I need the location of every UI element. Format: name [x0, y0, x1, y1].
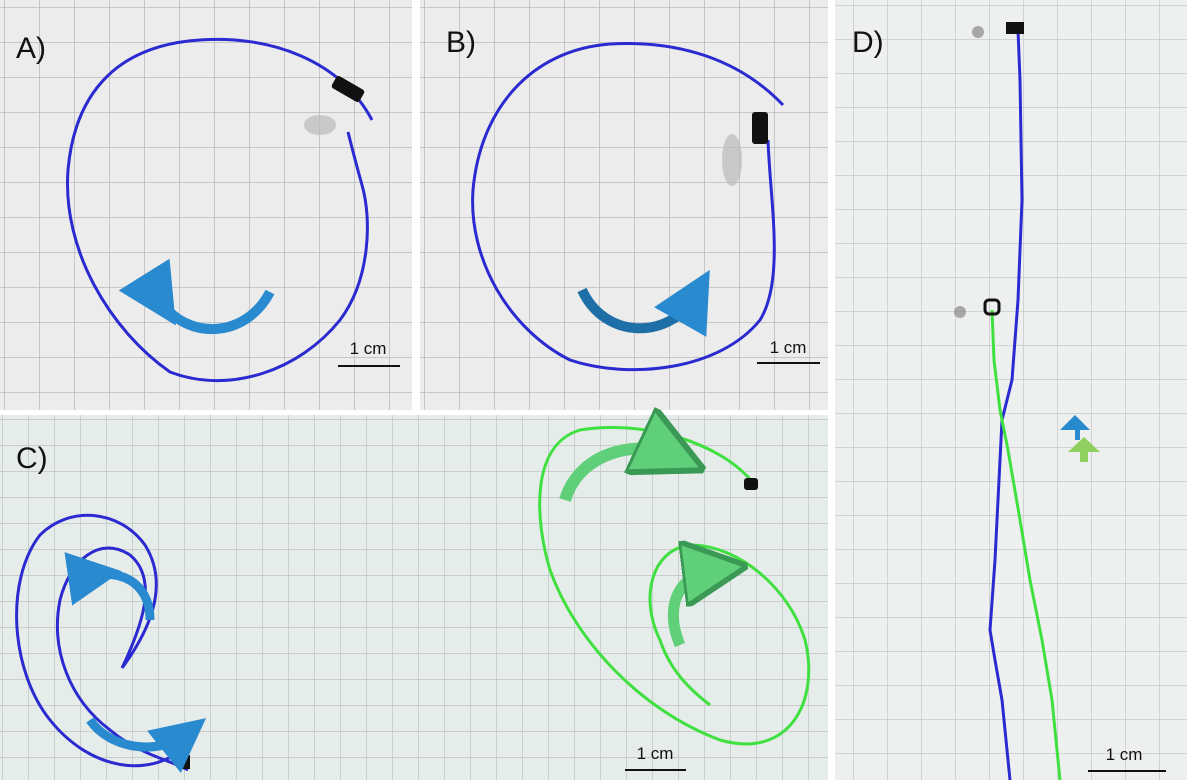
panel-c: C) 1 cm: [0, 415, 828, 780]
panel-a: A) 1 cm: [0, 0, 412, 410]
trajectory: [990, 309, 1062, 780]
direction-arrow: [577, 269, 710, 337]
shadow: [304, 115, 336, 135]
direction-arrow: [667, 570, 715, 648]
shadow: [722, 134, 742, 186]
robot: [983, 298, 1001, 316]
shadow: [972, 26, 984, 38]
robot: [752, 112, 768, 144]
scale-label: 1 cm: [350, 339, 387, 358]
trajectory: [65, 37, 374, 383]
direction-arrow: [1068, 437, 1100, 462]
direction-arrow: [64, 552, 155, 621]
grid-background: [0, 415, 828, 780]
direction-arrow: [86, 717, 207, 773]
shadow: [954, 306, 966, 318]
panel-label: D): [852, 26, 884, 59]
scale-label: 1 cm: [770, 338, 807, 357]
robot: [180, 755, 190, 769]
robot: [1006, 22, 1024, 34]
direction-arrow: [1060, 415, 1090, 440]
direction-arrow: [118, 258, 275, 335]
panel-label: B): [446, 26, 476, 59]
trajectory: [988, 29, 1024, 780]
trajectory: [471, 42, 785, 372]
trajectory: [538, 426, 811, 746]
scale-label: 1 cm: [637, 744, 674, 763]
panel-label: C): [16, 442, 48, 475]
direction-arrow: [559, 449, 672, 503]
panel-b: B) 1 cm: [420, 0, 828, 410]
grid-background: [420, 0, 828, 410]
robot: [331, 76, 365, 102]
robot: [744, 478, 758, 490]
panel-d: D) 1 cm: [835, 0, 1187, 780]
scale-label: 1 cm: [1106, 745, 1143, 764]
panel-label: A): [16, 32, 46, 65]
